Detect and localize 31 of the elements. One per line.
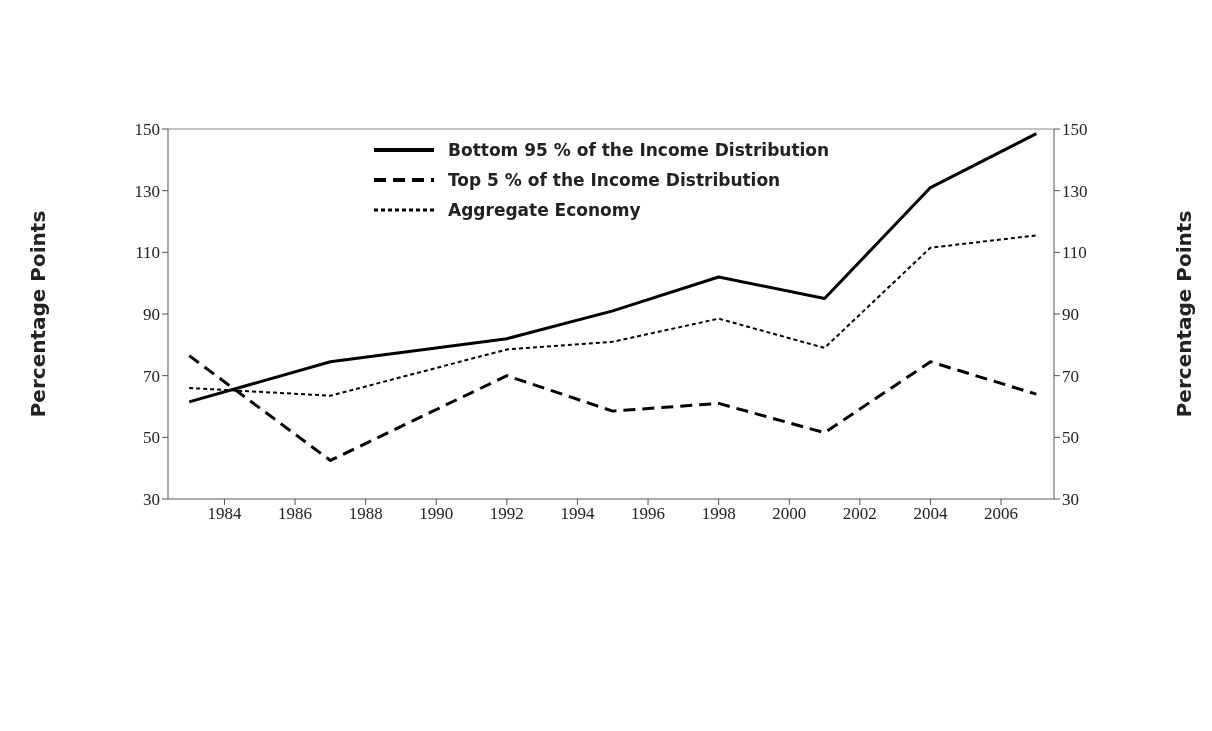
- x-tick-label: 1984: [207, 504, 242, 524]
- y2-tick-label: 90: [1062, 305, 1079, 325]
- y2-tick-label: 50: [1062, 428, 1079, 448]
- y-tick-label: 50: [143, 428, 160, 448]
- y-tick-label: 90: [143, 305, 160, 325]
- x-tick-label: 1996: [631, 504, 666, 524]
- y2-tick-label: 130: [1062, 181, 1088, 201]
- y-tick-label: 110: [135, 243, 160, 263]
- y-tick-label: 130: [134, 181, 160, 201]
- y2-tick-label: 150: [1062, 120, 1088, 140]
- legend-label: Aggregate Economy: [448, 200, 641, 220]
- x-tick-label: 1990: [419, 504, 454, 524]
- x-tick-label: 1998: [701, 504, 736, 524]
- y2-tick-label: 110: [1062, 243, 1087, 263]
- x-tick-label: 1994: [560, 504, 595, 524]
- y-tick-label: 150: [134, 120, 160, 140]
- x-tick-label: 2002: [842, 504, 877, 524]
- x-tick-label: 2006: [984, 504, 1019, 524]
- y2-tick-label: 70: [1062, 366, 1079, 386]
- legend-label: Top 5 % of the Income Distribution: [448, 170, 781, 190]
- y-tick-label: 30: [143, 490, 160, 510]
- x-tick-label: 2000: [772, 504, 807, 524]
- x-tick-label: 1988: [348, 504, 383, 524]
- y-axis-title: Percentage Points: [26, 210, 51, 418]
- y-tick-label: 70: [143, 366, 160, 386]
- legend-label: Bottom 95 % of the Income Distribution: [448, 140, 830, 160]
- x-tick-label: 1986: [278, 504, 313, 524]
- y2-axis-title: Percentage Points: [1172, 210, 1197, 418]
- x-tick-label: 1992: [489, 504, 524, 524]
- y2-tick-label: 30: [1062, 490, 1079, 510]
- x-tick-label: 2004: [913, 504, 948, 524]
